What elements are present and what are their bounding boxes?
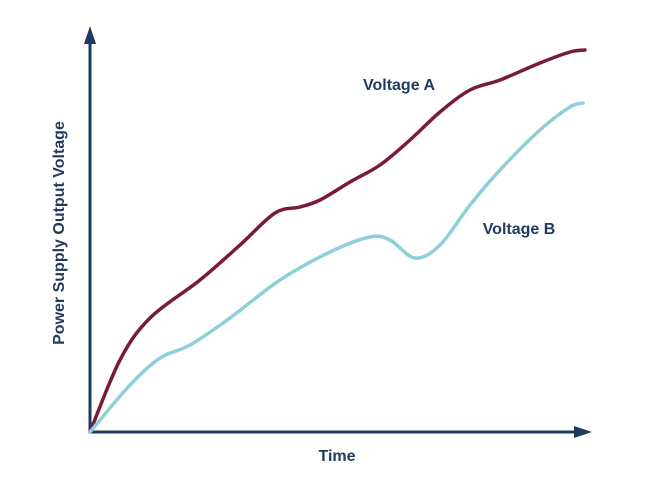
line <box>88 48 587 434</box>
x-axis-label: Time <box>318 448 355 465</box>
series-label: Voltage B <box>483 221 556 238</box>
x-axis-arrow <box>574 426 592 438</box>
y-axis-arrow <box>84 26 96 44</box>
line <box>88 101 585 434</box>
series-label: Voltage A <box>363 77 435 94</box>
y-axis-label: Power Supply Output Voltage <box>51 121 68 345</box>
